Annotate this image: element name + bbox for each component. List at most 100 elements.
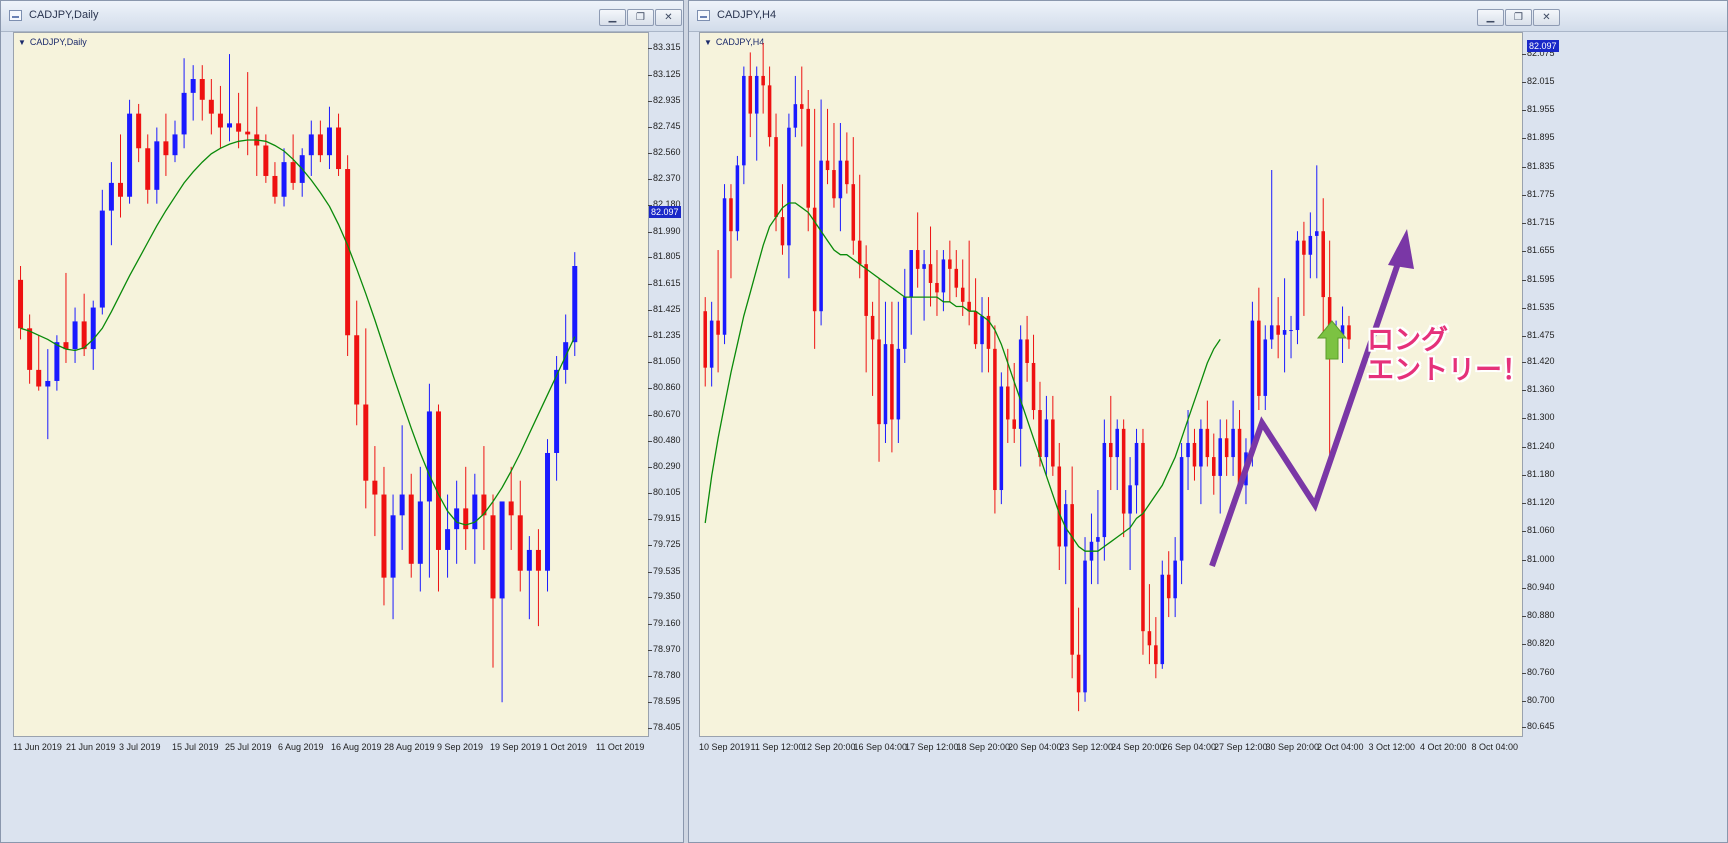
bull-candle [1263, 339, 1268, 396]
price-tick-label: 81.955 [1522, 104, 1555, 115]
bear-candle [1031, 362, 1036, 411]
bull-candle [1269, 325, 1274, 340]
close-button[interactable]: ✕ [1533, 9, 1560, 26]
time-tick-label: 10 Sep 2019 [699, 742, 751, 752]
bear-candle [915, 250, 920, 269]
bear-candle [236, 123, 242, 132]
bull-candle [999, 386, 1004, 491]
close-button[interactable]: ✕ [655, 9, 682, 26]
bear-candle [408, 494, 414, 564]
bull-candle [922, 264, 926, 269]
bull-candle [1134, 442, 1139, 486]
price-tick-label: 81.240 [1522, 440, 1555, 451]
bear-candle [372, 480, 378, 495]
bull-candle [445, 529, 451, 550]
price-tick-label: 79.725 [648, 539, 681, 550]
candlestick-chart [703, 43, 1414, 712]
restore-button[interactable]: ❐ [627, 9, 654, 26]
chart-plot-area[interactable]: ▼ CADJPY,H4 [699, 32, 1523, 737]
bull-candle [1340, 325, 1345, 335]
bear-candle [1205, 428, 1210, 458]
price-tick-label: 81.360 [1522, 384, 1555, 395]
bull-candle [1044, 419, 1049, 458]
price-tick-label: 81.050 [648, 355, 681, 366]
price-tick-label: 78.780 [648, 670, 681, 681]
bear-candle [954, 268, 959, 288]
chart-plot-area[interactable]: ▼ CADJPY,Daily [13, 32, 649, 737]
bear-candle [1237, 428, 1242, 486]
bear-candle [435, 411, 441, 550]
bull-candle [72, 321, 78, 350]
price-tick-label: 82.180 [648, 199, 681, 210]
bear-candle [780, 217, 785, 246]
bull-candle [554, 369, 560, 453]
bull-candle [1173, 560, 1177, 599]
bull-candle [1295, 240, 1300, 331]
chart-window-h4[interactable]: CADJPY,H4 ▁ ❐ ✕ ▼ CADJPY,H4 82.075 82.015 8… [688, 0, 1728, 843]
time-tick-label: 25 Jul 2019 [225, 742, 272, 752]
price-tick-label: 81.235 [648, 330, 681, 341]
bear-candle [1302, 240, 1306, 255]
price-tick-label: 80.105 [648, 486, 681, 497]
moving-average-line [704, 202, 1221, 552]
bear-candle [117, 182, 123, 197]
bull-candle [941, 259, 946, 293]
price-tick-label: 80.700 [1522, 694, 1555, 705]
moving-average-line [20, 139, 576, 526]
minimize-button[interactable]: ▁ [1477, 9, 1504, 26]
bear-candle [535, 549, 541, 571]
bull-candle [883, 344, 888, 425]
bear-candle [1076, 654, 1081, 693]
bear-candle [517, 515, 523, 571]
price-tick-label: 80.880 [1522, 610, 1555, 621]
bear-candle [1109, 442, 1113, 458]
symbol-text: CADJPY,H4 [715, 37, 765, 47]
restore-button[interactable]: ❐ [1505, 9, 1532, 26]
up-arrow-icon [1316, 320, 1348, 360]
bear-candle [290, 162, 296, 183]
bear-candle [27, 328, 33, 370]
price-tick-label: 79.915 [648, 513, 681, 524]
bear-candle [870, 315, 875, 340]
price-tick-label: 78.970 [648, 644, 681, 655]
price-tick-label: 79.350 [648, 591, 681, 602]
window-titlebar[interactable]: CADJPY,Daily ▁ ❐ ✕ [1, 1, 683, 32]
dropdown-triangle-icon: ▼ [704, 38, 712, 47]
time-tick-label: 17 Sep 12:00 [905, 742, 959, 752]
bear-candle [767, 85, 772, 138]
bull-candle [1063, 504, 1068, 547]
bear-candle [217, 113, 223, 128]
symbol-label: ▼ CADJPY,H4 [704, 37, 764, 47]
minimize-button[interactable]: ▁ [599, 9, 626, 26]
bear-candle [825, 160, 830, 171]
bear-candle [1057, 466, 1062, 547]
price-tick-label: 78.405 [648, 722, 681, 733]
bull-candle [896, 348, 901, 420]
bear-candle [208, 99, 214, 114]
bear-candle [748, 75, 753, 114]
bull-candle [472, 494, 478, 530]
bear-candle [508, 501, 514, 516]
bull-candle [190, 79, 196, 93]
current-price-tag: 82.097 [649, 206, 681, 218]
bear-candle [163, 141, 169, 156]
time-tick-label: 26 Sep 04:00 [1162, 742, 1217, 752]
window-title: CADJPY,H4 [717, 9, 777, 21]
price-tick-label: 80.480 [648, 434, 681, 445]
bear-candle [345, 169, 351, 336]
price-tick-label: 81.615 [648, 277, 681, 288]
bull-candle [172, 134, 178, 156]
bear-candle [63, 342, 69, 350]
chart-window-daily[interactable]: CADJPY,Daily ▁ ❐ ✕ ▼ CADJPY,Daily 83.315 8… [0, 0, 684, 843]
bear-candle [877, 339, 881, 425]
bull-candle [99, 210, 105, 308]
bull-candle [742, 75, 746, 166]
window-titlebar[interactable]: CADJPY,H4 ▁ ❐ ✕ [689, 1, 1727, 32]
annotation-line-2: エントリー！ [1367, 355, 1529, 386]
bear-candle [363, 404, 369, 481]
bull-candle [1096, 537, 1100, 542]
price-tick-label: 82.560 [648, 146, 681, 157]
bull-candle [1282, 330, 1287, 335]
bull-candle [1308, 235, 1313, 255]
time-tick-label: 19 Sep 2019 [490, 742, 542, 752]
